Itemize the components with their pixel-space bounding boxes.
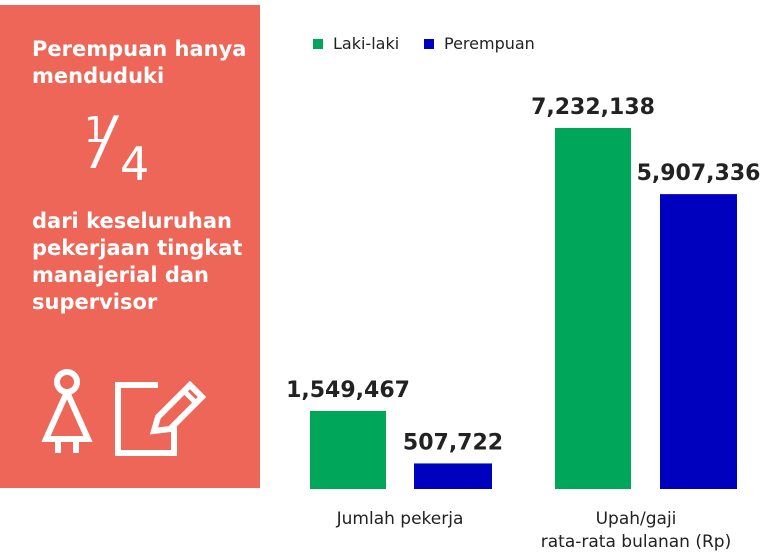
bar-0-0 — [310, 411, 386, 489]
panel-bottom-text: dari keseluruhan pekerjaan tingkat manaj… — [32, 209, 243, 314]
category-label-1-0: Upah/gaji — [596, 509, 677, 529]
panel-top-text: Perempuan hanya menduduki — [32, 37, 247, 88]
legend-label-laki-laki: Laki-laki — [333, 34, 400, 53]
bar-0-1 — [414, 463, 492, 489]
bar-1-1 — [660, 194, 737, 490]
woman-icon — [41, 369, 93, 453]
legend-swatch-perempuan — [424, 38, 434, 49]
legend-label-perempuan: Perempuan — [444, 34, 535, 53]
value-label-1-0: 7,232,138 — [531, 95, 655, 120]
info-panel: Perempuan hanya menduduki 1 / 4 dari kes… — [0, 5, 260, 488]
fraction-one-quarter: 1 / 4 — [78, 104, 168, 197]
fraction-numerator: 1 — [84, 110, 107, 151]
bar-1-0 — [555, 128, 631, 489]
fraction-denominator: 4 — [120, 137, 150, 191]
value-label-0-1: 507,722 — [403, 430, 503, 455]
category-label-0-0: Jumlah pekerja — [336, 509, 464, 529]
value-label-1-1: 5,907,336 — [637, 161, 761, 186]
value-label-0-0: 1,549,467 — [286, 378, 410, 403]
legend-item-perempuan: Perempuan — [424, 34, 535, 53]
category-label-1-1: rata-rata bulanan (Rp) — [541, 532, 731, 552]
legend-swatch-laki-laki — [313, 38, 323, 49]
legend-item-laki-laki: Laki-laki — [313, 34, 399, 53]
edit-document-icon — [115, 381, 206, 456]
